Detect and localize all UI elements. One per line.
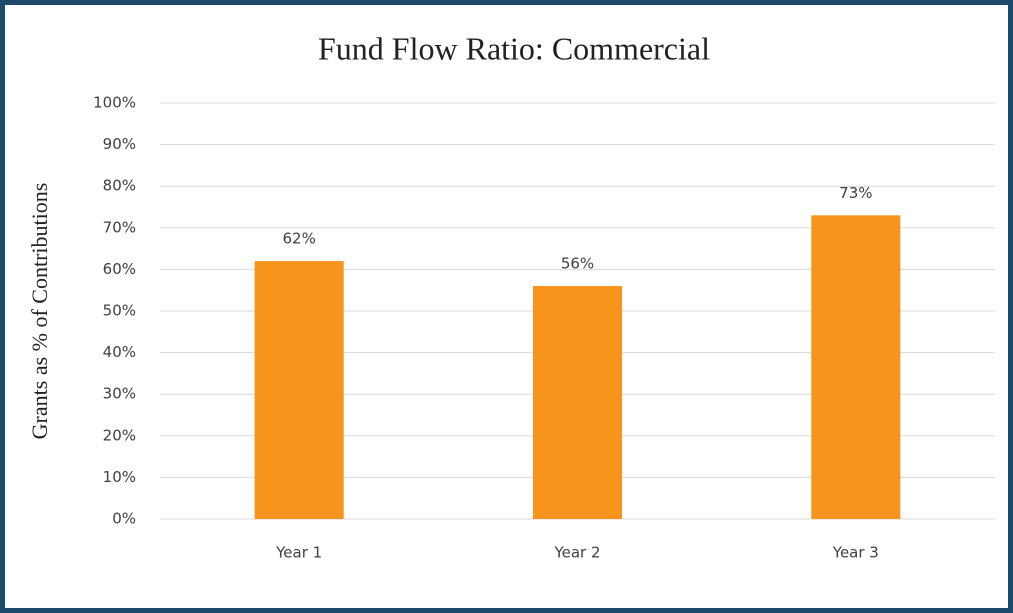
data-label: 56% <box>561 255 594 273</box>
bar <box>254 261 344 519</box>
x-tick-label: Year 2 <box>553 544 600 562</box>
data-label: 62% <box>282 230 315 248</box>
y-tick-label: 10% <box>103 468 136 486</box>
y-tick-label: 60% <box>103 260 136 278</box>
x-tick-label: Year 1 <box>275 544 322 562</box>
bar <box>532 286 623 519</box>
y-tick-label: 20% <box>103 426 136 444</box>
bar <box>811 215 901 519</box>
x-tick-label: Year 3 <box>832 544 879 562</box>
y-axis-label: Grants as % of Contributions <box>27 183 52 440</box>
y-tick-label: 30% <box>103 385 136 403</box>
y-tick-label: 100% <box>93 94 136 112</box>
y-tick-label: 40% <box>103 343 136 361</box>
y-tick-label: 50% <box>103 302 136 320</box>
y-tick-label: 80% <box>103 177 136 195</box>
y-tick-label: 0% <box>112 510 136 528</box>
y-tick-label: 70% <box>103 218 136 236</box>
data-label: 73% <box>839 184 872 202</box>
chart-title: Fund Flow Ratio: Commercial <box>318 30 710 66</box>
y-tick-label: 90% <box>103 135 136 153</box>
